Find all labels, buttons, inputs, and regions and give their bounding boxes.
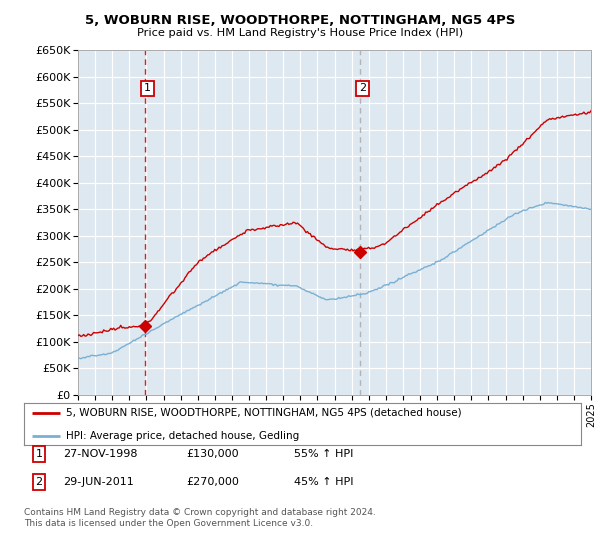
Text: Contains HM Land Registry data © Crown copyright and database right 2024.
This d: Contains HM Land Registry data © Crown c… [24,508,376,528]
Text: 29-JUN-2011: 29-JUN-2011 [63,477,134,487]
Text: 5, WOBURN RISE, WOODTHORPE, NOTTINGHAM, NG5 4PS: 5, WOBURN RISE, WOODTHORPE, NOTTINGHAM, … [85,14,515,27]
Text: 27-NOV-1998: 27-NOV-1998 [63,449,137,459]
Text: 2: 2 [359,83,366,94]
Text: 5, WOBURN RISE, WOODTHORPE, NOTTINGHAM, NG5 4PS (detached house): 5, WOBURN RISE, WOODTHORPE, NOTTINGHAM, … [66,408,461,418]
Text: £130,000: £130,000 [186,449,239,459]
Text: Price paid vs. HM Land Registry's House Price Index (HPI): Price paid vs. HM Land Registry's House … [137,28,463,38]
Text: 1: 1 [144,83,151,94]
Text: £270,000: £270,000 [186,477,239,487]
Text: 2: 2 [35,477,43,487]
Text: 45% ↑ HPI: 45% ↑ HPI [294,477,353,487]
Text: 1: 1 [35,449,43,459]
Text: 55% ↑ HPI: 55% ↑ HPI [294,449,353,459]
Text: HPI: Average price, detached house, Gedling: HPI: Average price, detached house, Gedl… [66,431,299,441]
